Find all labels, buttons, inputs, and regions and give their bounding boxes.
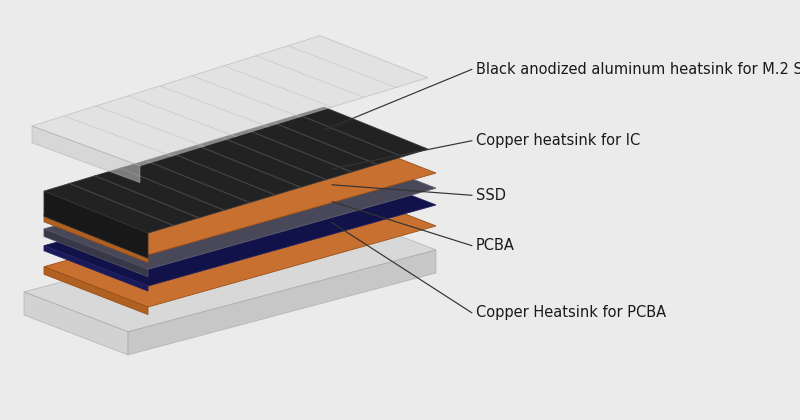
Polygon shape <box>32 126 140 183</box>
Polygon shape <box>44 191 148 258</box>
Polygon shape <box>44 214 148 262</box>
Text: Copper heatsink for IC: Copper heatsink for IC <box>476 133 640 148</box>
Polygon shape <box>32 36 428 166</box>
Polygon shape <box>44 229 148 277</box>
Polygon shape <box>44 148 436 269</box>
Text: Black anodized aluminum heatsink for M.2 SSD: Black anodized aluminum heatsink for M.2… <box>476 62 800 77</box>
Polygon shape <box>24 292 128 355</box>
Polygon shape <box>128 250 436 355</box>
Text: PCBA: PCBA <box>476 238 515 253</box>
Polygon shape <box>44 132 436 255</box>
Text: Copper Heatsink for PCBA: Copper Heatsink for PCBA <box>476 305 666 320</box>
Polygon shape <box>24 210 436 332</box>
Polygon shape <box>44 246 148 291</box>
Polygon shape <box>44 107 428 233</box>
Polygon shape <box>44 267 148 315</box>
Polygon shape <box>44 186 436 307</box>
Text: SSD: SSD <box>476 188 506 203</box>
Polygon shape <box>44 165 436 286</box>
